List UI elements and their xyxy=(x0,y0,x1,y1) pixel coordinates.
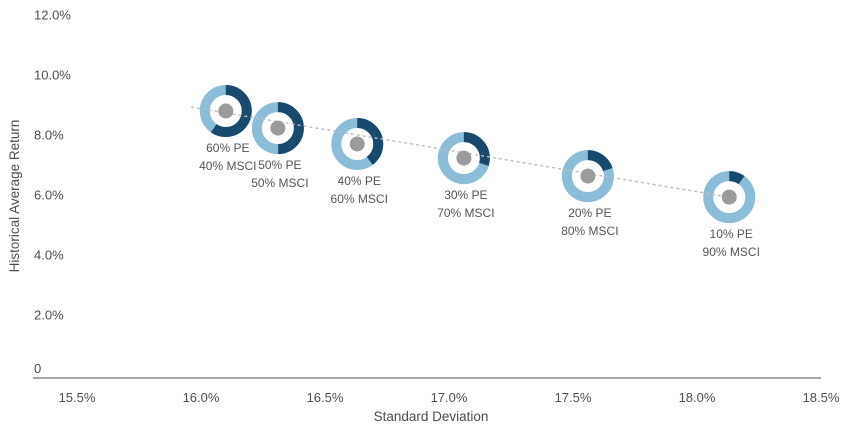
allocation-label-line1: 50% PE xyxy=(258,158,301,172)
donut-marker xyxy=(199,85,252,137)
pe-ring-segment xyxy=(437,132,490,185)
x-tick-label: 18.5% xyxy=(803,390,840,405)
donut-rings xyxy=(199,85,756,224)
x-tick-labels: 15.5% 16.0% 16.5% 17.0% 17.5% 18.0% 18.5% xyxy=(59,390,840,405)
y-axis-zero-label: 0 xyxy=(34,361,41,376)
data-point-dot xyxy=(270,120,286,136)
donut-marker xyxy=(331,118,384,170)
x-tick-label: 15.5% xyxy=(59,390,96,405)
allocation-label-line2: 40% MSCI xyxy=(199,159,256,173)
x-tick-label: 17.5% xyxy=(555,390,592,405)
y-tick-labels: 12.0% 10.0% 8.0% 6.0% 4.0% 2.0% xyxy=(34,8,71,323)
x-tick-label: 16.5% xyxy=(307,390,344,405)
allocation-label-line2: 90% MSCI xyxy=(703,245,760,259)
data-point-dot xyxy=(218,103,234,119)
allocation-label-line1: 10% PE xyxy=(710,227,753,241)
donut-marker xyxy=(561,150,614,203)
allocation-label-line2: 80% MSCI xyxy=(561,224,618,238)
y-axis-title: Historical Average Return xyxy=(7,120,22,273)
x-tick-label: 17.0% xyxy=(431,390,468,405)
x-tick-label: 16.0% xyxy=(183,390,220,405)
y-tick-label: 10.0% xyxy=(34,68,71,83)
marker-dots xyxy=(218,103,737,205)
y-tick-label: 2.0% xyxy=(34,308,64,323)
pe-ring-segment xyxy=(331,118,384,170)
pe-ring-segment xyxy=(199,85,252,137)
x-tick-label: 18.0% xyxy=(679,390,716,405)
data-point-dot xyxy=(349,136,365,152)
allocation-label-line2: 60% MSCI xyxy=(331,192,388,206)
allocation-label-line1: 20% PE xyxy=(568,206,611,220)
donut-marker xyxy=(251,102,304,155)
allocation-label-line1: 40% PE xyxy=(338,174,381,188)
allocation-label-line1: 60% PE xyxy=(206,141,249,155)
allocation-label-line2: 70% MSCI xyxy=(437,206,494,220)
x-axis-title: Standard Deviation xyxy=(374,409,489,424)
pe-ring-segment xyxy=(251,102,304,155)
y-tick-label: 8.0% xyxy=(34,128,64,143)
data-point-dot xyxy=(456,150,472,166)
y-tick-label: 6.0% xyxy=(34,188,64,203)
data-point-dot xyxy=(721,189,737,205)
donut-labels: 60% PE 40% MSCI 50% PE 50% MSCI 40% PE 60% MS… xyxy=(199,141,760,259)
allocation-label-line2: 50% MSCI xyxy=(251,176,308,190)
allocation-label-line1: 30% PE xyxy=(444,188,487,202)
y-tick-label: 4.0% xyxy=(34,248,64,263)
pe-ring-segment xyxy=(703,171,756,224)
donut-marker xyxy=(703,171,756,224)
pe-ring-segment xyxy=(561,150,614,203)
data-point-dot xyxy=(580,168,596,184)
y-tick-label: 12.0% xyxy=(34,8,71,23)
donut-marker xyxy=(437,132,490,185)
